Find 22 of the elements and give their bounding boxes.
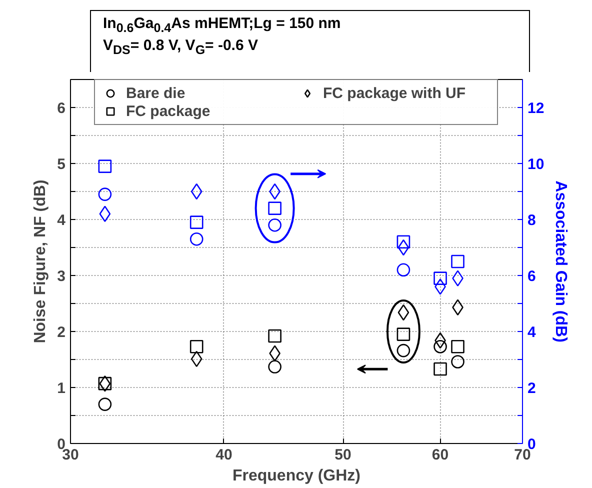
x-axis-title: Frequency (GHz) [232, 468, 361, 484]
text: In$_{0.6}$Ga$_{0.4}$As mHEMT;Lg = 150 nm V$_{DS}$= 0.8 V, V$_{G}$= -0.6 V [103, 15, 341, 57]
y-tick-label: 2 [57, 324, 66, 341]
y-tick-label: 5 [57, 156, 66, 173]
y-tick-label: 3 [57, 268, 66, 285]
legend-label: FC package [126, 102, 212, 120]
y2-tick-label: 10 [528, 156, 544, 173]
y2-axis-title: Associated Gain (dB) [552, 180, 570, 342]
y-tick-label: 1 [57, 380, 66, 397]
y2-tick-label: 6 [528, 268, 536, 285]
legend-label: Bare die [126, 84, 186, 102]
y2-tick-label: 8 [528, 212, 536, 229]
y-axis-title: Noise Figure, NF (dB) [32, 180, 50, 344]
y2-tick-label: 12 [528, 100, 544, 117]
x-tick-label: 50 [334, 446, 352, 464]
y2-tick-label: 4 [528, 324, 536, 341]
x-tick-label: 40 [216, 446, 232, 464]
y2-tick-label: 2 [528, 380, 536, 397]
x-tick-label: 60 [432, 446, 449, 464]
legend-label: FC package with UF [323, 84, 467, 102]
y-tick-label: 6 [57, 100, 66, 117]
y-tick-label: 4 [57, 212, 66, 229]
